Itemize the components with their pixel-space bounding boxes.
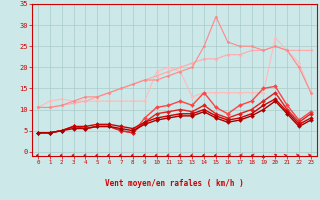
X-axis label: Vent moyen/en rafales ( km/h ): Vent moyen/en rafales ( km/h ) [105, 179, 244, 188]
